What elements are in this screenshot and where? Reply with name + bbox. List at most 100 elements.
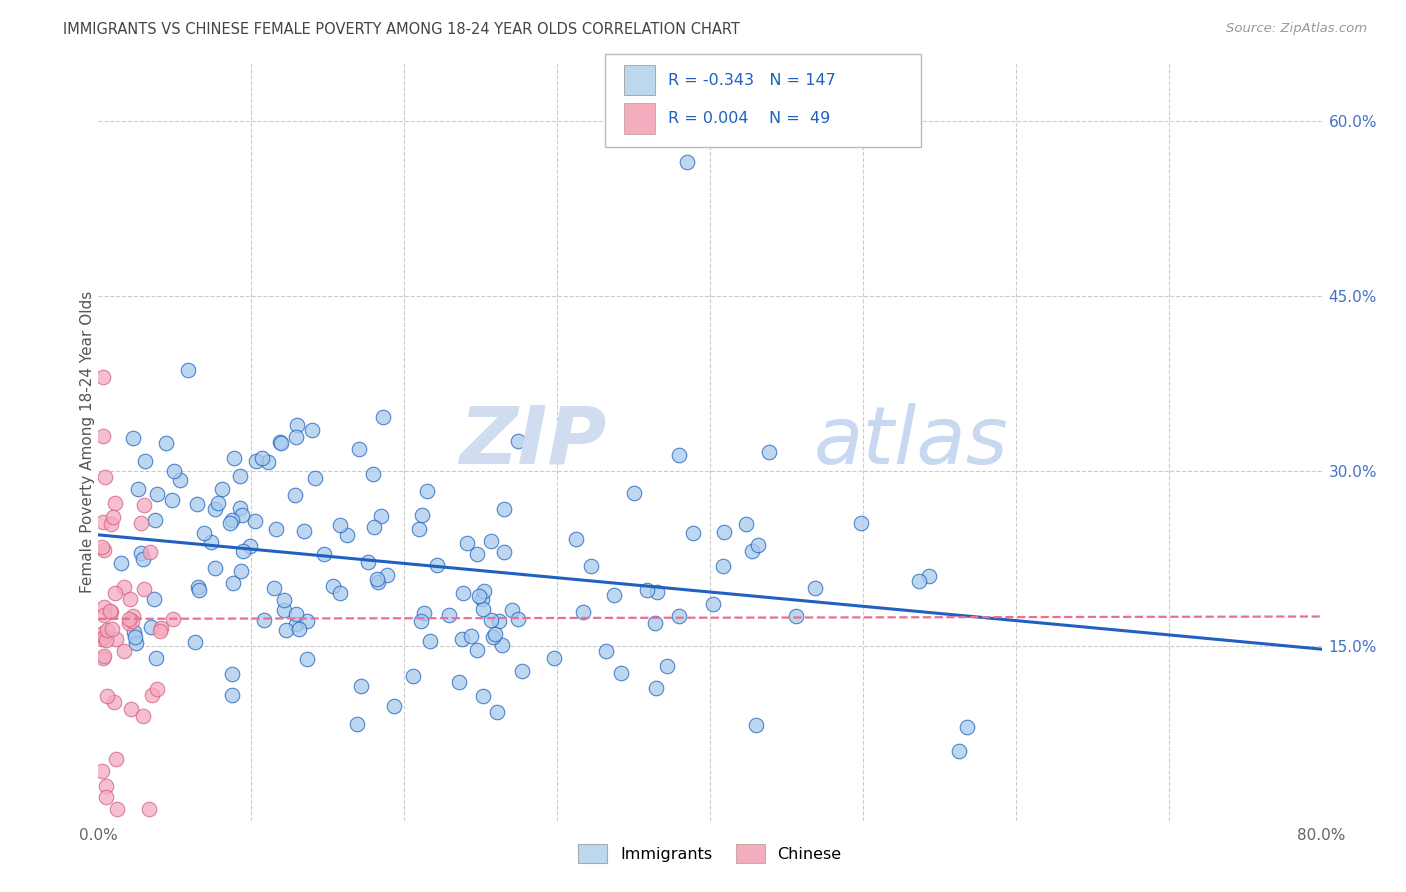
Immigrants (131, 552, 153, 566)
Immigrants (285, 417, 308, 432)
Chinese (96, 624, 118, 638)
Immigrants (145, 651, 167, 665)
Immigrants (221, 688, 243, 702)
Chinese (118, 615, 141, 630)
Immigrants (711, 558, 734, 573)
Immigrants (221, 667, 243, 681)
Chinese (93, 648, 115, 663)
Immigrants (453, 586, 475, 600)
Immigrants (204, 561, 226, 575)
Immigrants (506, 612, 529, 626)
Chinese (90, 541, 112, 555)
Immigrants (357, 555, 380, 569)
Immigrants (647, 585, 669, 599)
Chinese (96, 690, 118, 704)
Immigrants (488, 614, 510, 628)
Chinese (121, 609, 143, 624)
Immigrants (125, 636, 148, 650)
Immigrants (122, 625, 145, 640)
Immigrants (479, 534, 502, 549)
Chinese (101, 623, 124, 637)
Immigrants (655, 659, 678, 673)
Immigrants (222, 450, 245, 465)
Immigrants (668, 448, 690, 462)
Chinese (91, 370, 114, 384)
Immigrants (127, 482, 149, 496)
Immigrants (257, 455, 280, 469)
Chinese (93, 651, 115, 665)
Immigrants (121, 431, 143, 445)
Immigrants (346, 717, 368, 731)
Immigrants (702, 597, 724, 611)
Immigrants (479, 613, 502, 627)
Immigrants (273, 602, 295, 616)
Immigrants (367, 574, 389, 589)
Immigrants (336, 528, 359, 542)
Immigrants (382, 698, 405, 713)
Chinese (112, 580, 135, 594)
Immigrants (141, 620, 163, 634)
Immigrants (301, 423, 323, 437)
Immigrants (264, 522, 287, 536)
Immigrants (239, 539, 262, 553)
Immigrants (295, 652, 318, 666)
Text: R = 0.004    N =  49: R = 0.004 N = 49 (668, 112, 830, 126)
Immigrants (186, 497, 208, 511)
Immigrants (956, 720, 979, 734)
Immigrants (465, 642, 488, 657)
Chinese (112, 644, 135, 658)
Immigrants (804, 581, 827, 595)
Immigrants (676, 154, 699, 169)
Immigrants (142, 592, 165, 607)
Immigrants (193, 525, 215, 540)
Immigrants (472, 689, 495, 703)
Immigrants (363, 520, 385, 534)
Immigrants (918, 569, 941, 583)
Immigrants (745, 718, 768, 732)
Immigrants (465, 547, 488, 561)
Immigrants (347, 442, 370, 457)
Chinese (103, 695, 125, 709)
Immigrants (508, 434, 530, 449)
Immigrants (221, 575, 243, 590)
Immigrants (610, 666, 633, 681)
Immigrants (851, 516, 873, 531)
Immigrants (644, 616, 666, 631)
Y-axis label: Female Poverty Among 18-24 Year Olds: Female Poverty Among 18-24 Year Olds (80, 291, 94, 592)
Chinese (132, 709, 155, 723)
Immigrants (741, 544, 763, 558)
Chinese (146, 682, 169, 697)
Immigrants (370, 508, 392, 523)
Immigrants (329, 585, 352, 599)
Immigrants (207, 496, 229, 510)
Immigrants (131, 546, 153, 560)
Immigrants (229, 500, 252, 515)
Text: Source: ZipAtlas.com: Source: ZipAtlas.com (1226, 22, 1367, 36)
Chinese (120, 592, 142, 607)
Immigrants (758, 445, 780, 459)
Immigrants (245, 453, 267, 467)
Immigrants (270, 435, 292, 450)
Immigrants (734, 517, 756, 532)
Chinese (91, 516, 114, 530)
Immigrants (402, 669, 425, 683)
Immigrants (467, 589, 489, 603)
Immigrants (484, 627, 506, 641)
Immigrants (169, 473, 191, 487)
Immigrants (283, 488, 305, 502)
Immigrants (486, 705, 509, 719)
Immigrants (460, 629, 482, 643)
Immigrants (471, 591, 494, 606)
Immigrants (419, 634, 441, 648)
Legend: Immigrants, Chinese: Immigrants, Chinese (572, 838, 848, 870)
Immigrants (416, 484, 439, 499)
Immigrants (124, 630, 146, 644)
Immigrants (285, 430, 308, 444)
Text: atlas: atlas (814, 402, 1008, 481)
Chinese (105, 752, 128, 766)
Immigrants (221, 513, 243, 527)
Immigrants (595, 644, 617, 658)
Text: ZIP: ZIP (458, 402, 606, 481)
Chinese (129, 516, 152, 530)
Immigrants (543, 651, 565, 665)
